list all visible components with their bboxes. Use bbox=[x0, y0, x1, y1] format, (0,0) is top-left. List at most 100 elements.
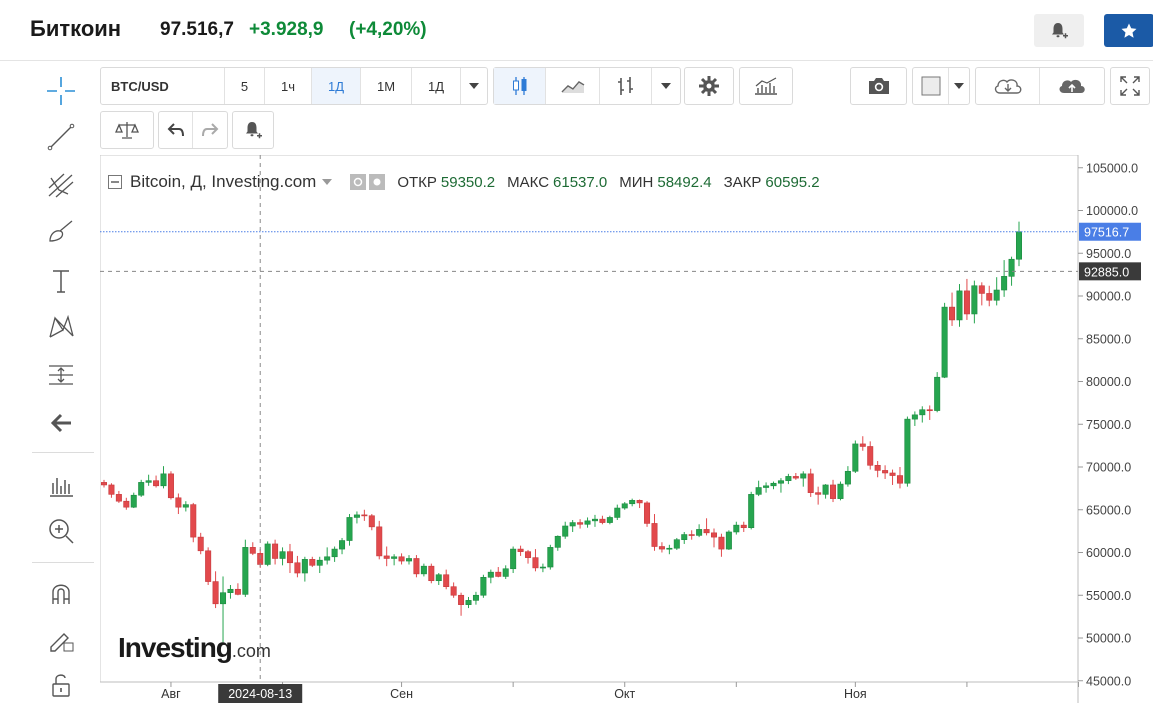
interval-5m[interactable]: 5 bbox=[225, 68, 265, 104]
candle-body bbox=[919, 409, 926, 416]
price-chart[interactable]: 105000.0 100000.0 95000.0 90000.0 85000.0 800… bbox=[100, 155, 1153, 703]
candle-body bbox=[770, 482, 777, 487]
settings-button[interactable] bbox=[685, 68, 733, 104]
last-price: 97.516,7 bbox=[160, 19, 234, 40]
candle-body bbox=[636, 500, 643, 504]
cloud-upload-icon bbox=[1059, 79, 1085, 93]
symbol-input[interactable]: BTC/USD bbox=[101, 68, 225, 104]
candle-body bbox=[971, 285, 978, 315]
eye-icon[interactable] bbox=[350, 174, 367, 190]
zoom-in-button[interactable] bbox=[44, 514, 78, 548]
crosshair-date-tag bbox=[218, 684, 303, 703]
layout-button[interactable] bbox=[913, 68, 949, 104]
low-label: МИН bbox=[619, 173, 654, 191]
candle-body bbox=[413, 558, 420, 575]
collapse-legend-icon[interactable] bbox=[108, 175, 122, 189]
create-alert-button[interactable] bbox=[233, 112, 273, 148]
layout-group bbox=[912, 67, 970, 105]
last-price-tag-label: 97516.7 bbox=[1084, 226, 1129, 240]
pattern-tool-button[interactable] bbox=[44, 310, 78, 344]
text-tool-button[interactable] bbox=[44, 264, 78, 298]
candle-body bbox=[153, 480, 160, 487]
crosshair-price-tag-label: 92885.0 bbox=[1084, 265, 1129, 279]
candles-type-button[interactable] bbox=[494, 68, 546, 104]
toolbar-divider bbox=[32, 562, 94, 563]
crosshair-tool-button[interactable] bbox=[44, 74, 78, 108]
favorite-button[interactable] bbox=[1104, 14, 1153, 47]
fib-tool-button[interactable] bbox=[44, 168, 78, 202]
header-divider bbox=[0, 60, 1153, 61]
interval-1d-custom[interactable]: 1Д bbox=[412, 68, 461, 104]
pencil-lock-icon bbox=[50, 633, 74, 652]
redo-icon bbox=[202, 123, 219, 137]
candle-body bbox=[673, 539, 680, 549]
price-tick-label: 90000.0 bbox=[1086, 290, 1131, 304]
layout-dropdown[interactable] bbox=[949, 68, 969, 104]
indicators-button[interactable] bbox=[740, 68, 792, 104]
price-tick-label: 70000.0 bbox=[1086, 461, 1131, 475]
save-chart-button[interactable] bbox=[1040, 68, 1104, 104]
bars-type-button[interactable] bbox=[600, 68, 652, 104]
candle-body bbox=[190, 504, 197, 538]
candle-body bbox=[658, 546, 665, 550]
candle-body bbox=[889, 472, 896, 476]
candle-body bbox=[242, 547, 249, 595]
candle-body bbox=[212, 581, 219, 605]
volume-profile-button[interactable] bbox=[44, 468, 78, 502]
candle-body bbox=[867, 446, 874, 466]
candle-body bbox=[986, 293, 993, 301]
candle-body bbox=[591, 518, 598, 522]
candle-body bbox=[443, 574, 450, 588]
snapshot-button[interactable] bbox=[851, 68, 906, 104]
candle-body bbox=[830, 484, 837, 499]
hide-drawings-button[interactable] bbox=[44, 406, 78, 440]
interval-1h[interactable]: 1ч bbox=[265, 68, 312, 104]
interval-dropdown[interactable] bbox=[461, 68, 487, 104]
candle-body bbox=[740, 524, 747, 529]
trend-line-tool-button[interactable] bbox=[44, 120, 78, 154]
load-chart-button[interactable] bbox=[976, 68, 1040, 104]
price-tick-label: 105000.0 bbox=[1086, 161, 1138, 175]
interval-1m[interactable]: 1М bbox=[361, 68, 412, 104]
price-tick-label: 85000.0 bbox=[1086, 332, 1131, 346]
magnet-button[interactable] bbox=[44, 576, 78, 610]
candle-body bbox=[666, 547, 673, 550]
fullscreen-button[interactable] bbox=[1111, 68, 1149, 104]
zoom-in-icon bbox=[49, 519, 74, 544]
candle-body bbox=[755, 487, 762, 495]
candle-body bbox=[1008, 258, 1015, 277]
candle-body bbox=[837, 483, 844, 499]
lock-button[interactable] bbox=[44, 668, 78, 702]
candle-body bbox=[510, 548, 517, 570]
measure-tool-button[interactable] bbox=[44, 358, 78, 392]
redo-button[interactable] bbox=[193, 112, 227, 148]
crosshair-date-tag-label: 2024-08-13 bbox=[228, 687, 292, 701]
candle-body bbox=[815, 492, 822, 495]
candle-body bbox=[822, 484, 829, 495]
chevron-down-icon[interactable] bbox=[322, 179, 333, 185]
investing-logo: Investing.com bbox=[118, 632, 271, 664]
edit-lock-button[interactable] bbox=[44, 622, 78, 656]
close-label: ЗАКР bbox=[723, 173, 762, 191]
candle-body bbox=[316, 559, 323, 566]
candle-body bbox=[978, 285, 985, 294]
high-value: 61537.0 bbox=[553, 173, 608, 191]
candle-body bbox=[703, 529, 710, 534]
plot-area[interactable] bbox=[100, 155, 1079, 683]
interval-1d[interactable]: 1Д bbox=[312, 68, 361, 104]
compare-button[interactable] bbox=[101, 112, 153, 148]
candle-body bbox=[748, 494, 755, 529]
brush-tool-button[interactable] bbox=[44, 214, 78, 248]
candle-body bbox=[763, 485, 770, 488]
add-alert-button[interactable] bbox=[1034, 14, 1084, 47]
line-type-button[interactable] bbox=[546, 68, 600, 104]
chart-type-dropdown[interactable] bbox=[652, 68, 680, 104]
candle-body bbox=[420, 565, 427, 575]
candle-body bbox=[777, 480, 784, 484]
gear-icon[interactable] bbox=[369, 174, 386, 190]
price-tick-label: 50000.0 bbox=[1086, 632, 1131, 646]
undo-button[interactable] bbox=[159, 112, 193, 148]
candle-body bbox=[718, 536, 725, 550]
candle-body bbox=[644, 502, 651, 524]
scales-icon bbox=[115, 122, 139, 139]
